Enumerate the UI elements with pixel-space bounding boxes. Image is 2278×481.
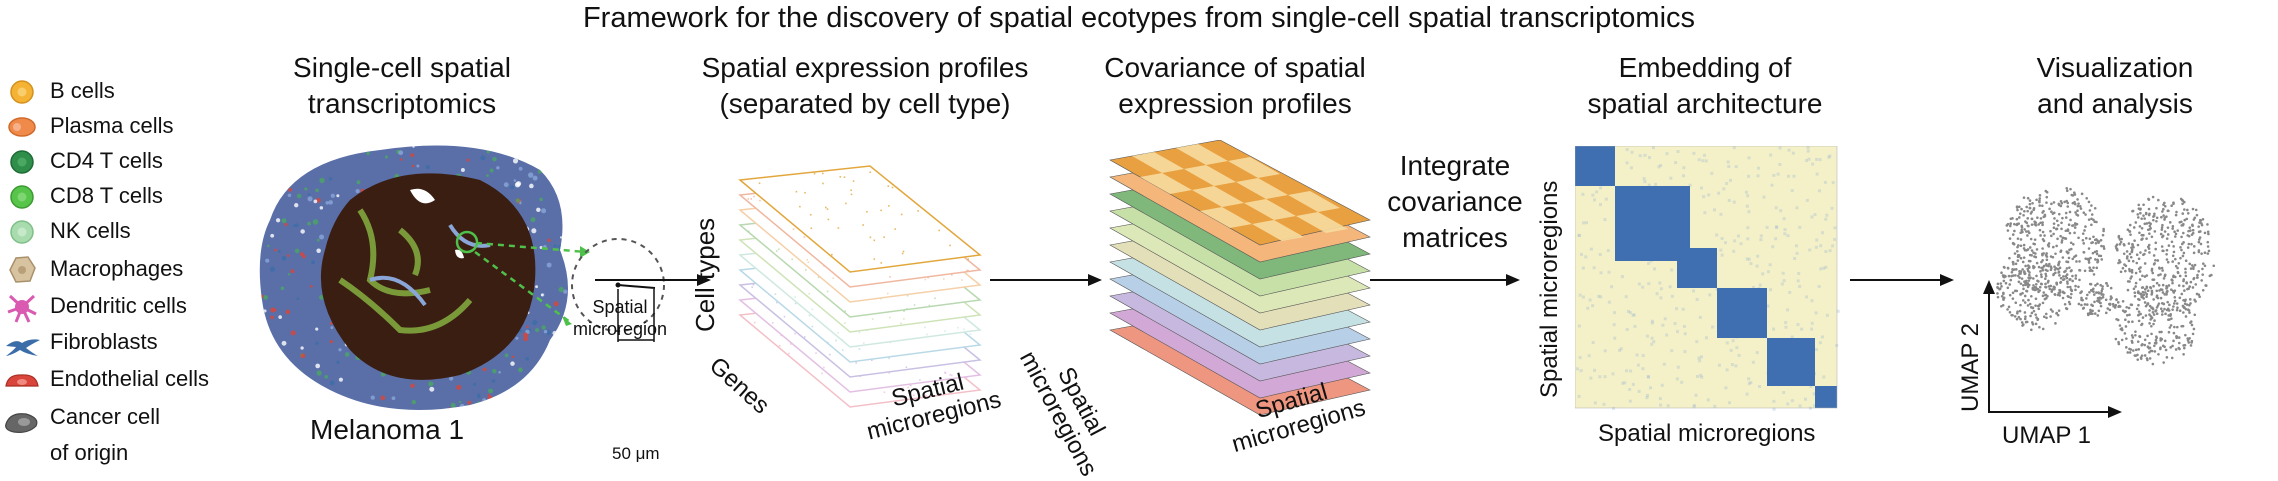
heatmap-block: [1815, 386, 1837, 408]
covariance-layer-stack: [1109, 140, 1371, 416]
panel1-title-line1: Single-cell spatial: [293, 52, 511, 83]
microregion-label-line2: microregion: [572, 319, 668, 339]
integrated-heatmap: [1575, 146, 1840, 411]
integrate-line3: matrices: [1402, 222, 1508, 253]
legend-icons: [5, 80, 40, 433]
expression-layer: [738, 165, 982, 273]
heatmap-block: [1767, 338, 1815, 386]
panel4-header: Embedding of spatial architecture: [1535, 50, 1875, 122]
integrate-line1: Integrate: [1399, 150, 1511, 181]
legend-label: Macrophages: [50, 256, 184, 281]
cell-type-legend: B cells Plasma cells CD4 T cells CD8 T c…: [0, 0, 260, 471]
heatmap-y-label: Spatial microregions: [1536, 180, 1563, 398]
round-cell-icon: [10, 185, 34, 209]
arrow-1: [595, 274, 711, 286]
panel3-title-line2: expression profiles: [1118, 88, 1352, 119]
legend-label: Dendritic cells: [50, 293, 187, 318]
legend-item: Cancer cell: [50, 404, 160, 430]
legend-item: Fibroblasts: [50, 329, 158, 355]
legend-label: Plasma cells: [50, 113, 174, 138]
oval-cell-icon: [8, 117, 36, 137]
scale-label: 50 μm: [612, 444, 660, 463]
panel4-title-line1: Embedding of: [1618, 52, 1792, 83]
panel1-title-line2: transcriptomics: [307, 88, 497, 119]
fibroblast-icon: [6, 339, 40, 356]
heatmap-x-label: Spatial microregions: [1598, 420, 1816, 447]
figure-title: Framework for the discovery of spatial e…: [582, 2, 1696, 34]
arrow-2: [990, 274, 1102, 286]
heatmap-block: [1677, 248, 1717, 288]
panel4-title-line2: spatial architecture: [1587, 88, 1823, 119]
arrow-4: [1850, 274, 1954, 286]
legend-label: CD4 T cells: [50, 148, 163, 173]
cancer-cell-icon: [5, 413, 38, 433]
legend-label: Endothelial cells: [50, 366, 209, 391]
heatmap-block: [1575, 146, 1615, 186]
dendritic-icon: [7, 294, 37, 323]
sample-label: Melanoma 1: [310, 414, 465, 445]
legend-item: of origin: [50, 440, 128, 466]
celltypes-axis-label: Cell types: [690, 217, 720, 332]
microregion-label: Spatial microregion: [560, 296, 680, 340]
legend-item: Endothelial cells: [50, 366, 209, 392]
round-cell-icon: [10, 150, 34, 174]
arrow-3: [1370, 274, 1520, 286]
umap-y-label: UMAP 2: [1957, 323, 1984, 412]
legend-item: Macrophages: [50, 256, 183, 282]
legend-label: B cells: [50, 78, 115, 103]
panel1-header: Single-cell spatial transcriptomics: [262, 50, 542, 122]
microregion-label-line1: Spatial: [592, 297, 648, 317]
panel5-title-line1: Visualization: [2036, 52, 2194, 83]
legend-item: Dendritic cells: [50, 293, 187, 319]
panel5-title-line2: and analysis: [2037, 88, 2193, 119]
legend-label: NK cells: [50, 218, 131, 243]
umap-scatter: [1983, 186, 2216, 418]
legend-item: B cells: [50, 78, 115, 104]
heatmap-block: [1717, 288, 1767, 338]
round-cell-icon: [10, 80, 34, 104]
legend-label: Fibroblasts: [50, 329, 158, 354]
panel3-title-line1: Covariance of spatial: [1104, 52, 1366, 83]
panel3-header: Covariance of spatial expression profile…: [1085, 50, 1385, 122]
umap-x-label: UMAP 1: [2002, 422, 2091, 449]
legend-item: Plasma cells: [50, 113, 173, 139]
panel2-title-line1: Spatial expression profiles: [701, 52, 1029, 83]
macrophage-icon: [9, 256, 36, 283]
integrate-line2: covariance: [1387, 186, 1523, 217]
integrate-label: Integrate covariance matrices: [1370, 148, 1540, 256]
legend-label: CD8 T cells: [50, 183, 163, 208]
legend-label: Cancer cell: [50, 404, 161, 429]
panel2-header: Spatial expression profiles (separated b…: [680, 50, 1050, 122]
panel2-title-line2: (separated by cell type): [719, 88, 1011, 119]
panel5-header: Visualization and analysis: [2005, 50, 2225, 122]
endothelial-icon: [5, 374, 39, 387]
covariance-layer: [1109, 140, 1371, 246]
legend-item: NK cells: [50, 218, 131, 244]
round-cell-icon: [10, 220, 34, 244]
tissue-section-image: [259, 145, 665, 410]
legend-item: CD8 T cells: [50, 183, 163, 209]
legend-item: CD4 T cells: [50, 148, 163, 174]
legend-label: of origin: [50, 440, 129, 465]
expression-layer-stack: [738, 165, 982, 408]
